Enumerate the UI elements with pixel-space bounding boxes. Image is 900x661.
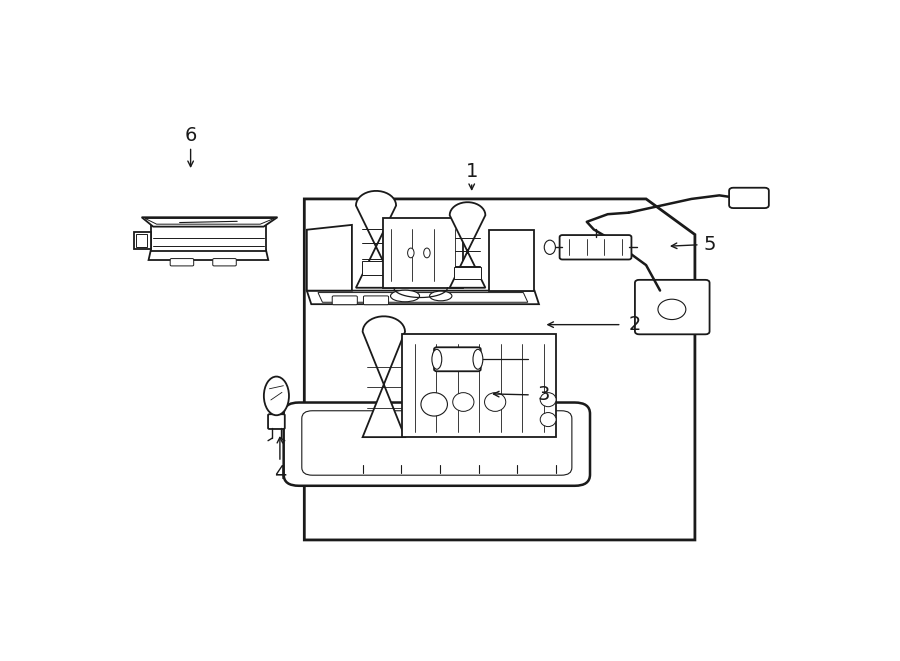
FancyBboxPatch shape [729, 188, 769, 208]
Ellipse shape [424, 248, 430, 258]
Text: 3: 3 [538, 385, 550, 405]
FancyBboxPatch shape [364, 296, 389, 305]
Polygon shape [141, 217, 277, 227]
Ellipse shape [658, 299, 686, 319]
Bar [362, 260, 390, 276]
Polygon shape [363, 317, 405, 437]
Ellipse shape [432, 349, 442, 369]
Bar [454, 268, 482, 279]
Polygon shape [318, 293, 527, 302]
Polygon shape [307, 225, 352, 291]
FancyBboxPatch shape [170, 258, 194, 266]
Ellipse shape [540, 393, 556, 407]
FancyBboxPatch shape [212, 258, 237, 266]
Ellipse shape [473, 349, 483, 369]
Polygon shape [307, 291, 539, 304]
Ellipse shape [540, 412, 556, 426]
Polygon shape [382, 218, 464, 288]
FancyBboxPatch shape [434, 347, 481, 371]
Polygon shape [145, 219, 274, 224]
FancyBboxPatch shape [284, 403, 590, 486]
Ellipse shape [391, 290, 419, 302]
FancyBboxPatch shape [560, 235, 632, 260]
Polygon shape [450, 202, 485, 288]
Polygon shape [148, 250, 268, 260]
FancyBboxPatch shape [268, 414, 284, 429]
Bar [136, 235, 148, 247]
Bar [271, 395, 282, 416]
Polygon shape [490, 230, 535, 291]
Text: 2: 2 [628, 315, 641, 334]
Text: 6: 6 [184, 126, 197, 145]
Polygon shape [133, 231, 151, 249]
Ellipse shape [429, 291, 452, 301]
Ellipse shape [408, 248, 414, 258]
Polygon shape [151, 225, 266, 251]
Text: 5: 5 [704, 235, 716, 254]
FancyBboxPatch shape [634, 280, 709, 334]
Ellipse shape [453, 393, 474, 411]
FancyBboxPatch shape [332, 296, 357, 305]
Text: 4: 4 [274, 463, 286, 483]
Text: 1: 1 [465, 162, 478, 181]
Polygon shape [304, 199, 695, 540]
Ellipse shape [421, 393, 447, 416]
Ellipse shape [264, 377, 289, 415]
Polygon shape [356, 191, 396, 288]
FancyBboxPatch shape [302, 410, 572, 475]
Ellipse shape [484, 393, 506, 411]
Polygon shape [402, 334, 556, 437]
Ellipse shape [544, 240, 555, 254]
